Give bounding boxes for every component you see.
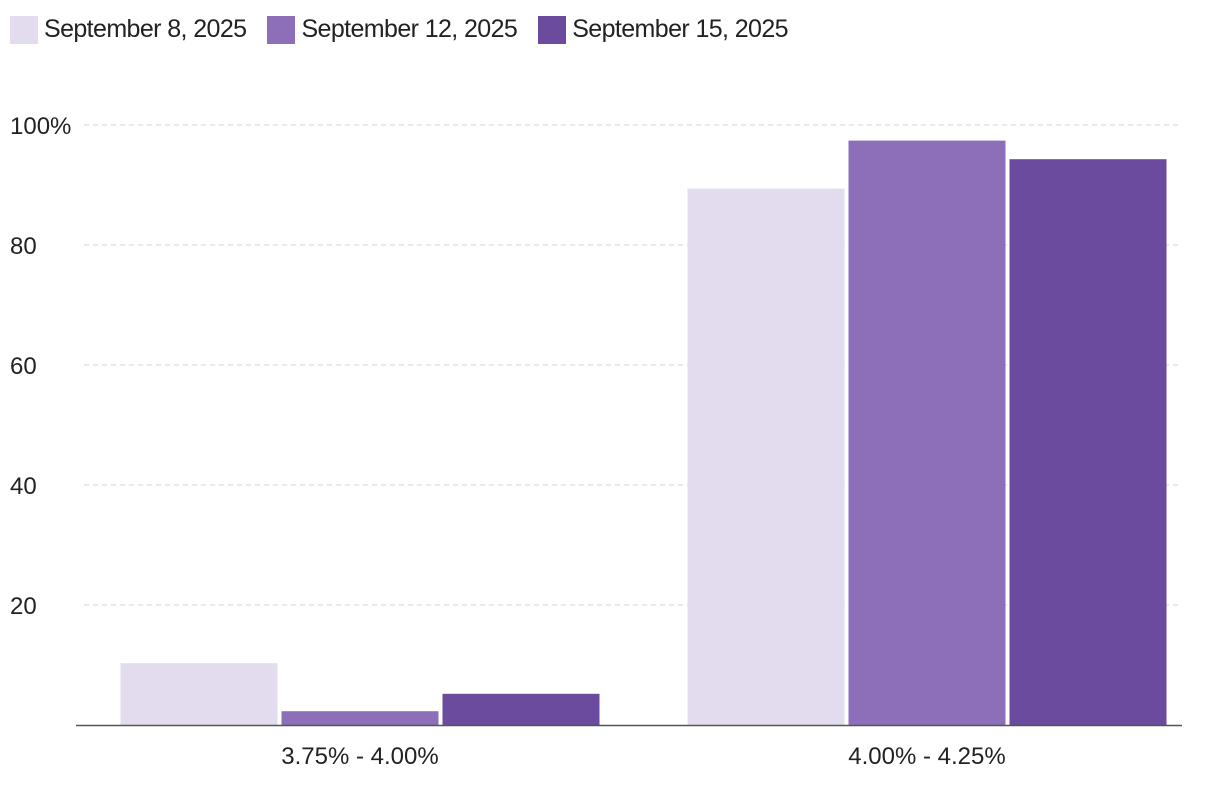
bar bbox=[120, 663, 278, 725]
x-tick-label: 4.00% - 4.25% bbox=[848, 743, 1005, 770]
chart-legend: September 8, 2025 September 12, 2025 Sep… bbox=[10, 15, 809, 44]
y-tick-label: 20 bbox=[10, 593, 37, 620]
legend-item-series-2: September 15, 2025 bbox=[538, 15, 789, 44]
legend-label-series-0: September 8, 2025 bbox=[44, 15, 247, 43]
legend-label-series-1: September 12, 2025 bbox=[301, 15, 518, 43]
legend-item-series-0: September 8, 2025 bbox=[10, 15, 247, 44]
bar bbox=[442, 693, 600, 725]
y-axis-tick-labels: 20 40 60 80 100% bbox=[10, 113, 71, 620]
bar bbox=[687, 188, 845, 726]
legend-item-series-1: September 12, 2025 bbox=[267, 15, 518, 44]
y-tick-label: 100% bbox=[10, 113, 71, 140]
legend-swatch-series-1 bbox=[267, 15, 296, 44]
legend-label-series-2: September 15, 2025 bbox=[572, 15, 788, 43]
y-tick-label: 60 bbox=[10, 353, 37, 380]
bar bbox=[281, 711, 439, 725]
y-tick-label: 40 bbox=[10, 473, 37, 500]
x-tick-label: 3.75% - 4.00% bbox=[281, 743, 438, 770]
legend-swatch-series-0 bbox=[10, 15, 38, 44]
bars bbox=[120, 140, 1167, 726]
bar bbox=[848, 140, 1006, 726]
x-axis-category-labels: 3.75% - 4.00% 4.00% - 4.25% bbox=[281, 743, 1005, 770]
grid-lines bbox=[84, 124, 1182, 606]
y-tick-label: 80 bbox=[10, 233, 37, 260]
bar bbox=[1009, 159, 1167, 725]
legend-swatch-series-2 bbox=[538, 15, 567, 44]
